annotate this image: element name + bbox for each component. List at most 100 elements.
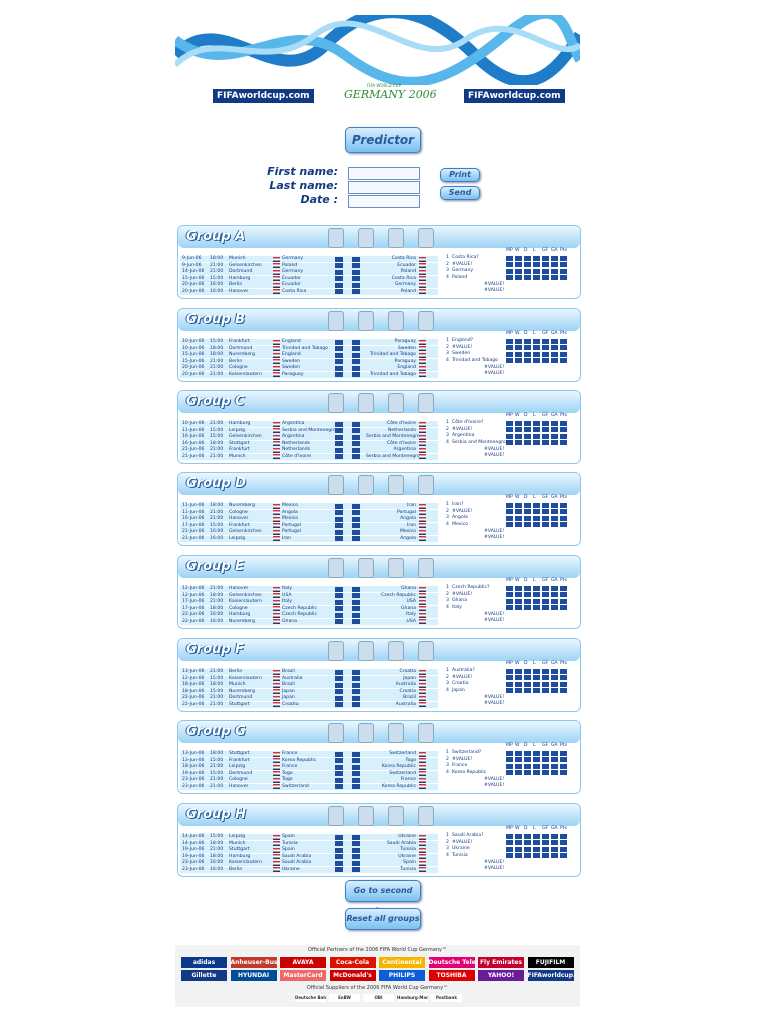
score-box[interactable] xyxy=(335,289,343,294)
score-box[interactable] xyxy=(352,669,360,675)
score-box[interactable] xyxy=(335,421,343,427)
score-box[interactable] xyxy=(335,784,343,789)
score-box[interactable] xyxy=(335,586,343,592)
score-box[interactable] xyxy=(352,372,360,377)
score-box[interactable] xyxy=(335,847,343,853)
score-box[interactable] xyxy=(352,428,360,433)
score-box[interactable] xyxy=(352,599,360,605)
score-box[interactable] xyxy=(352,352,360,358)
score-box[interactable] xyxy=(335,841,343,846)
score-box[interactable] xyxy=(352,867,360,872)
score-box[interactable] xyxy=(352,503,360,509)
score-box[interactable] xyxy=(335,346,343,351)
score-box[interactable] xyxy=(352,269,360,275)
score-box[interactable] xyxy=(352,834,360,840)
score-box[interactable] xyxy=(335,269,343,275)
score-box[interactable] xyxy=(335,372,343,377)
score-box[interactable] xyxy=(335,689,343,694)
score-box[interactable] xyxy=(335,428,343,433)
score-box[interactable] xyxy=(335,834,343,840)
score-box[interactable] xyxy=(352,421,360,427)
score-box[interactable] xyxy=(335,510,343,515)
print-button[interactable]: Print xyxy=(440,168,480,182)
score-box[interactable] xyxy=(335,359,343,364)
score-box[interactable] xyxy=(352,586,360,592)
score-box[interactable] xyxy=(335,606,343,611)
score-box[interactable] xyxy=(335,764,343,770)
score-box[interactable] xyxy=(335,777,343,783)
score-box[interactable] xyxy=(352,434,360,440)
score-box[interactable] xyxy=(335,612,343,618)
score-box[interactable] xyxy=(352,516,360,522)
score-box[interactable] xyxy=(335,593,343,598)
score-box[interactable] xyxy=(352,276,360,281)
score-box[interactable] xyxy=(335,867,343,872)
score-box[interactable] xyxy=(335,447,343,453)
score-box[interactable] xyxy=(352,841,360,846)
score-box[interactable] xyxy=(335,441,343,446)
score-box[interactable] xyxy=(335,619,343,624)
reset-button[interactable]: Reset all groups xyxy=(345,908,421,930)
score-box[interactable] xyxy=(335,771,343,776)
score-box[interactable] xyxy=(335,516,343,522)
score-box[interactable] xyxy=(352,441,360,446)
score-box[interactable] xyxy=(352,510,360,515)
score-box[interactable] xyxy=(335,276,343,281)
score-box[interactable] xyxy=(335,751,343,757)
score-box[interactable] xyxy=(352,771,360,776)
second-stage-button[interactable]: Go to second stage xyxy=(345,880,421,915)
score-box[interactable] xyxy=(352,606,360,611)
score-box[interactable] xyxy=(352,784,360,789)
score-box[interactable] xyxy=(335,682,343,688)
score-box[interactable] xyxy=(335,503,343,509)
score-box[interactable] xyxy=(335,454,343,459)
score-box[interactable] xyxy=(335,669,343,675)
score-box[interactable] xyxy=(352,676,360,681)
score-box[interactable] xyxy=(335,339,343,345)
first-name-input[interactable] xyxy=(348,167,420,180)
score-box[interactable] xyxy=(335,599,343,605)
predictor-button[interactable]: Predictor xyxy=(345,127,421,153)
score-box[interactable] xyxy=(352,702,360,707)
send-button[interactable]: Send xyxy=(440,186,480,200)
score-box[interactable] xyxy=(352,529,360,535)
score-box[interactable] xyxy=(335,536,343,541)
score-box[interactable] xyxy=(352,758,360,763)
score-box[interactable] xyxy=(335,263,343,268)
score-box[interactable] xyxy=(352,751,360,757)
score-box[interactable] xyxy=(352,447,360,453)
score-box[interactable] xyxy=(352,777,360,783)
score-box[interactable] xyxy=(352,682,360,688)
score-box[interactable] xyxy=(335,365,343,371)
score-box[interactable] xyxy=(335,529,343,535)
score-box[interactable] xyxy=(352,346,360,351)
score-box[interactable] xyxy=(335,676,343,681)
score-box[interactable] xyxy=(352,689,360,694)
last-name-input[interactable] xyxy=(348,181,420,194)
score-box[interactable] xyxy=(352,523,360,528)
score-box[interactable] xyxy=(352,263,360,268)
score-box[interactable] xyxy=(352,619,360,624)
date-input[interactable] xyxy=(348,195,420,208)
score-box[interactable] xyxy=(335,860,343,866)
score-box[interactable] xyxy=(335,434,343,440)
score-box[interactable] xyxy=(352,454,360,459)
score-box[interactable] xyxy=(352,593,360,598)
score-box[interactable] xyxy=(335,282,343,288)
score-box[interactable] xyxy=(352,854,360,859)
score-box[interactable] xyxy=(352,359,360,364)
score-box[interactable] xyxy=(335,695,343,701)
score-box[interactable] xyxy=(352,339,360,345)
score-box[interactable] xyxy=(352,612,360,618)
score-box[interactable] xyxy=(352,847,360,853)
score-box[interactable] xyxy=(352,764,360,770)
score-box[interactable] xyxy=(352,289,360,294)
score-box[interactable] xyxy=(335,854,343,859)
score-box[interactable] xyxy=(335,256,343,262)
score-box[interactable] xyxy=(352,256,360,262)
score-box[interactable] xyxy=(352,695,360,701)
score-box[interactable] xyxy=(352,860,360,866)
score-box[interactable] xyxy=(335,702,343,707)
score-box[interactable] xyxy=(335,758,343,763)
score-box[interactable] xyxy=(335,352,343,358)
